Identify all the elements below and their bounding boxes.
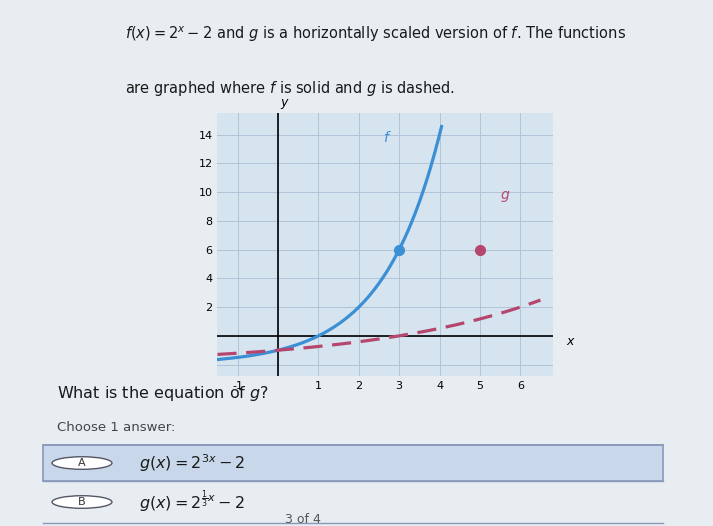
Text: $f$: $f$ (383, 130, 391, 145)
Text: Choose 1 answer:: Choose 1 answer: (57, 421, 175, 434)
Text: $g(x) = 2^{\frac{1}{3}x} - 2$: $g(x) = 2^{\frac{1}{3}x} - 2$ (139, 489, 245, 515)
Text: B: B (78, 497, 86, 507)
Text: are graphed where $f$ is solid and $g$ is dashed.: are graphed where $f$ is solid and $g$ i… (125, 78, 455, 98)
Text: 3 of 4: 3 of 4 (285, 513, 321, 526)
Text: A: A (78, 458, 86, 468)
Text: $y$: $y$ (280, 97, 290, 112)
Circle shape (52, 457, 112, 469)
Text: $g$: $g$ (500, 189, 511, 204)
Text: $f(x) = 2^x - 2$ and $g$ is a horizontally scaled version of $f$. The functions: $f(x) = 2^x - 2$ and $g$ is a horizontal… (125, 24, 626, 44)
FancyBboxPatch shape (43, 445, 663, 481)
Text: $x$: $x$ (566, 335, 575, 348)
Text: $g(x) = 2^{3x} - 2$: $g(x) = 2^{3x} - 2$ (139, 452, 245, 474)
Text: What is the equation of $g$?: What is the equation of $g$? (57, 383, 269, 402)
Circle shape (52, 495, 112, 508)
